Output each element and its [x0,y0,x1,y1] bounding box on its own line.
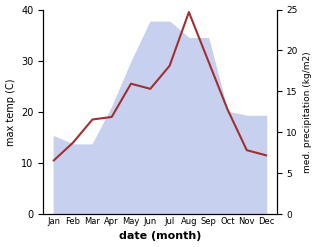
Y-axis label: max temp (C): max temp (C) [5,78,16,145]
Y-axis label: med. precipitation (kg/m2): med. precipitation (kg/m2) [303,51,313,173]
X-axis label: date (month): date (month) [119,231,201,242]
